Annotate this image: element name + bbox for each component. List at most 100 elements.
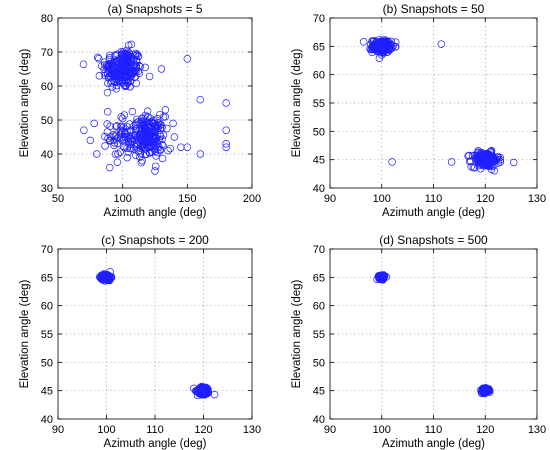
chart-title: (a) Snapshots = 5 [107, 2, 202, 16]
x-tick-label: 200 [243, 193, 261, 205]
y-tick-label: 65 [41, 272, 53, 284]
scatter-point [104, 62, 113, 71]
scatter-point [115, 58, 123, 66]
scatter-point [156, 110, 164, 119]
scatter-point [368, 37, 376, 45]
scatter-point [137, 158, 146, 167]
scatter-point [94, 54, 103, 63]
scatter-points [359, 36, 518, 175]
scatter-point [375, 54, 384, 63]
scatter-point [113, 81, 121, 90]
x-tick-label: 90 [52, 424, 64, 436]
y-tick-label: 50 [313, 126, 325, 138]
scatter-point [183, 55, 192, 63]
y-tick-label: 60 [313, 301, 325, 313]
x-tick-label: 100 [97, 424, 115, 436]
scatter-point [143, 107, 152, 115]
scatter-point [481, 387, 489, 395]
scatter-point [113, 158, 122, 166]
scatter-points [95, 268, 219, 400]
scatter-point [496, 153, 504, 162]
scatter-point [105, 274, 114, 283]
scatter-point [478, 387, 486, 395]
scatter-point [114, 150, 122, 158]
scatter-point [158, 123, 166, 132]
scatter-point [141, 63, 149, 72]
scatter-point [368, 45, 377, 53]
scatter-point [164, 146, 172, 155]
scatter-point [163, 124, 171, 133]
scatter-points [79, 40, 230, 175]
scatter-point [196, 387, 204, 396]
scatter-point [145, 72, 154, 81]
scatter-point [128, 107, 137, 116]
scatter-point [483, 387, 492, 395]
scatter-point [467, 163, 475, 171]
x-tick-label: 130 [243, 424, 261, 436]
scatter-point [132, 79, 141, 88]
x-tick-label: 130 [528, 193, 546, 205]
chart-title: (c) Snapshots = 200 [101, 233, 209, 247]
x-tick-label: 120 [476, 424, 494, 436]
scatter-point [151, 132, 159, 140]
scatter-point [481, 155, 489, 163]
subplot-3: 90 100 110 120 130 40 45 50 55 60 65 70 (c) Snapshot… [19, 233, 261, 450]
scatter-point [110, 77, 119, 86]
scatter-point [476, 150, 485, 158]
y-tick-label: 70 [313, 13, 325, 25]
scatter-point [382, 40, 391, 48]
scatter-point [196, 95, 205, 104]
scatter-point [134, 133, 142, 142]
scatter-point [95, 72, 104, 80]
scatter-point [170, 133, 179, 141]
scatter-point [120, 62, 128, 71]
scatter-point [153, 115, 162, 123]
scatter-point [101, 132, 109, 141]
scatter-point [127, 126, 135, 134]
scatter-point [109, 131, 117, 139]
scatter-point [120, 111, 129, 119]
scatter-point [120, 66, 129, 75]
subplot-2: 90 100 110 120 130 40 45 50 55 60 65 70 (b) Snapshot… [291, 2, 546, 219]
y-axis-label: Elevation angle (deg) [19, 48, 31, 157]
scatter-point [106, 136, 114, 145]
y-tick-label: 70 [41, 244, 53, 256]
scatter-point [369, 42, 377, 50]
scatter-point [161, 106, 170, 114]
scatter-point [359, 38, 368, 46]
x-tick-label: 110 [425, 424, 443, 436]
scatter-point [437, 40, 446, 48]
chart-title: (d) Snapshots = 500 [379, 233, 488, 247]
scatter-point [116, 66, 124, 75]
scatter-point [110, 141, 118, 150]
scatter-point [103, 88, 112, 97]
scatter-point [112, 85, 121, 93]
scatter-point [379, 38, 387, 47]
scatter-point [481, 149, 489, 158]
y-tick-label: 50 [313, 357, 325, 369]
scatter-point [177, 143, 185, 151]
y-tick-label: 40 [313, 414, 325, 426]
scatter-point [143, 128, 152, 136]
scatter-point [146, 136, 155, 144]
scatter-point [157, 65, 166, 73]
scatter-point [86, 136, 95, 145]
y-tick-label: 70 [313, 244, 325, 256]
scatter-point [111, 150, 120, 158]
y-tick-label: 50 [41, 115, 53, 127]
scatter-point [125, 120, 134, 128]
y-tick-label: 45 [313, 155, 325, 167]
scatter-point [201, 385, 209, 393]
scatter-point [121, 133, 129, 141]
x-axis-label: Azimuth angle (deg) [104, 438, 207, 450]
scatter-point [474, 157, 483, 165]
scatter-point [149, 119, 157, 127]
x-tick-label: 130 [528, 424, 546, 436]
scatter-point [123, 153, 131, 162]
scatter-point [132, 151, 140, 160]
y-axis-label: Elevation angle (deg) [19, 279, 31, 388]
scatter-point [222, 143, 230, 151]
scatter-point [141, 126, 149, 134]
scatter-point [382, 37, 391, 45]
